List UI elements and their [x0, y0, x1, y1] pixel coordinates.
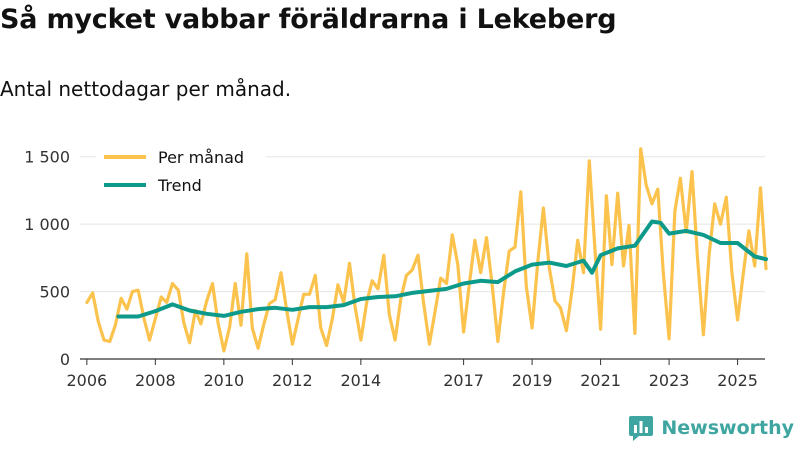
x-tick-label: 2023: [649, 371, 690, 390]
series: [85, 147, 768, 353]
series-line-trend: [116, 219, 768, 319]
x-tick-label: 2008: [135, 371, 176, 390]
y-tick-label: 1 500: [24, 148, 70, 167]
x-tick-label: 2012: [272, 371, 313, 390]
legend-label: Trend: [157, 176, 202, 195]
series-line-per-manad: [85, 147, 768, 353]
y-axis: 0 500 1 000 1 500: [24, 148, 70, 369]
x-tick-label: 2021: [580, 371, 621, 390]
legend-label: Per månad: [158, 148, 244, 167]
legend-background: [96, 143, 266, 203]
x-tick-label: 2014: [340, 371, 381, 390]
x-tick-label: 2006: [66, 371, 107, 390]
brand-name: Newsworthy: [661, 417, 794, 439]
y-tick-label: 1 000: [24, 215, 70, 234]
x-tick-label: 2019: [512, 371, 553, 390]
y-tick-label: 500: [39, 283, 70, 302]
newsworthy-logo: Newsworthy: [627, 414, 794, 442]
newsworthy-chart-icon: [629, 416, 654, 441]
x-tick-label: 2010: [203, 371, 244, 390]
y-tick-label: 0: [60, 350, 70, 369]
chart-title: Så mycket vabbar föräldrarna i Lekeberg: [0, 4, 617, 35]
legend: Per månad Trend: [96, 143, 266, 203]
x-tick-label: 2025: [717, 371, 758, 390]
x-axis: 2006 2008 2010 2012 2014 2017 2019 2021 2023 2025: [66, 358, 765, 390]
chart-subtitle: Antal nettodagar per månad.: [0, 77, 292, 101]
x-tick-label: 2017: [443, 371, 484, 390]
